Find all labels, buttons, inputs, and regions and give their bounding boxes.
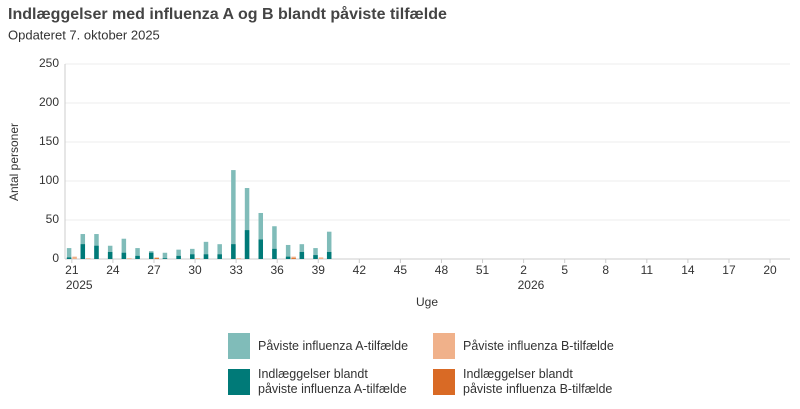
bar (66, 248, 72, 259)
bar (231, 244, 236, 259)
bar (244, 230, 250, 259)
bar (80, 244, 86, 259)
legend-label: Påviste influenza B-tilfælde (463, 338, 614, 353)
x-tick-label: 51 (476, 263, 490, 277)
bar (176, 255, 181, 259)
bar (203, 254, 209, 259)
bar (121, 238, 127, 259)
x-tick-label: 30 (188, 263, 202, 277)
x-tick-label: 42 (353, 263, 367, 277)
bar (107, 251, 113, 259)
x-tick-label: 33 (229, 263, 243, 277)
bar (313, 255, 318, 259)
x-tick-label: 14 (681, 263, 695, 277)
x-tick-label: 11 (641, 263, 654, 277)
legend: Påviste influenza A-tilfælde Påviste infl… (228, 333, 668, 397)
x-tick-label: 2 (520, 263, 527, 277)
x-tick-label: 20 (763, 263, 777, 277)
bar (121, 252, 127, 259)
bar (148, 252, 154, 259)
legend-item: Påviste influenza A-tilfælde (228, 333, 433, 359)
y-tick-label: 150 (39, 134, 59, 148)
bar (318, 257, 324, 259)
chart-subtitle: Opdateret 7. oktober 2025 (8, 27, 160, 42)
bar (313, 248, 318, 259)
legend-label: Påviste influenza A-tilfælde (258, 338, 409, 353)
legend-swatch (433, 369, 455, 395)
bar (127, 258, 132, 259)
bar (326, 251, 332, 259)
bar (258, 212, 264, 259)
bar (190, 254, 195, 259)
y-tick-label: 0 (52, 251, 59, 265)
x-tick-label: 27 (147, 263, 161, 277)
bar (244, 188, 250, 259)
y-tick-label: 100 (39, 173, 59, 187)
bar (162, 252, 168, 259)
bar (285, 244, 291, 259)
chart-title: Indlæggelser med influenza A og B blandt… (8, 5, 447, 23)
x-tick-label: 48 (435, 263, 449, 277)
x-tick-label: 36 (271, 263, 285, 277)
legend-label: Indlæggelser blandt påviste influenza A-… (258, 367, 407, 396)
legend-swatch (433, 333, 455, 359)
bar (162, 258, 168, 259)
bar (203, 241, 209, 259)
x-tick-label: 45 (394, 263, 408, 277)
legend-label: Indlæggelser blandt påviste influenza B-… (463, 367, 613, 396)
bar (135, 255, 140, 259)
bar (272, 248, 277, 259)
bar (299, 244, 305, 259)
legend-item: Indlæggelser blandt påviste influenza B-… (433, 367, 638, 397)
bar (86, 258, 91, 259)
x-tick-label: 24 (106, 263, 120, 277)
bar (291, 256, 296, 259)
bar (236, 258, 242, 259)
bar (299, 251, 305, 259)
bar (272, 226, 277, 259)
x-tick-label: 5 (561, 263, 568, 277)
bar (94, 245, 99, 259)
x-tick-label: 8 (602, 263, 609, 277)
y-tick-label: 200 (39, 95, 59, 109)
legend-swatch (228, 369, 250, 395)
bar (154, 258, 159, 259)
x-year-label: 2026 (518, 278, 545, 292)
legend-item: Påviste influenza B-tilfælde (433, 333, 638, 359)
bar (291, 258, 296, 259)
bar (326, 231, 332, 259)
bar (195, 258, 201, 259)
y-tick-label: 250 (39, 56, 59, 70)
bar (217, 244, 222, 259)
bar (72, 256, 77, 259)
bar (285, 256, 291, 259)
bar (217, 254, 222, 259)
bar (135, 248, 140, 259)
x-tick-label: 17 (722, 263, 736, 277)
x-year-label: 2025 (66, 278, 93, 292)
x-tick-label: 21 (65, 263, 79, 277)
y-tick-label: 50 (46, 212, 60, 226)
x-tick-label: 39 (312, 263, 326, 277)
y-axis-label: Antal personer (7, 123, 21, 201)
bar (66, 257, 72, 259)
bar (176, 249, 181, 259)
bar (258, 239, 264, 259)
bar (231, 170, 236, 259)
legend-swatch (228, 333, 250, 359)
legend-item: Indlæggelser blandt påviste influenza A-… (228, 367, 433, 397)
bar (190, 248, 195, 259)
x-axis-label: Uge (416, 295, 438, 309)
